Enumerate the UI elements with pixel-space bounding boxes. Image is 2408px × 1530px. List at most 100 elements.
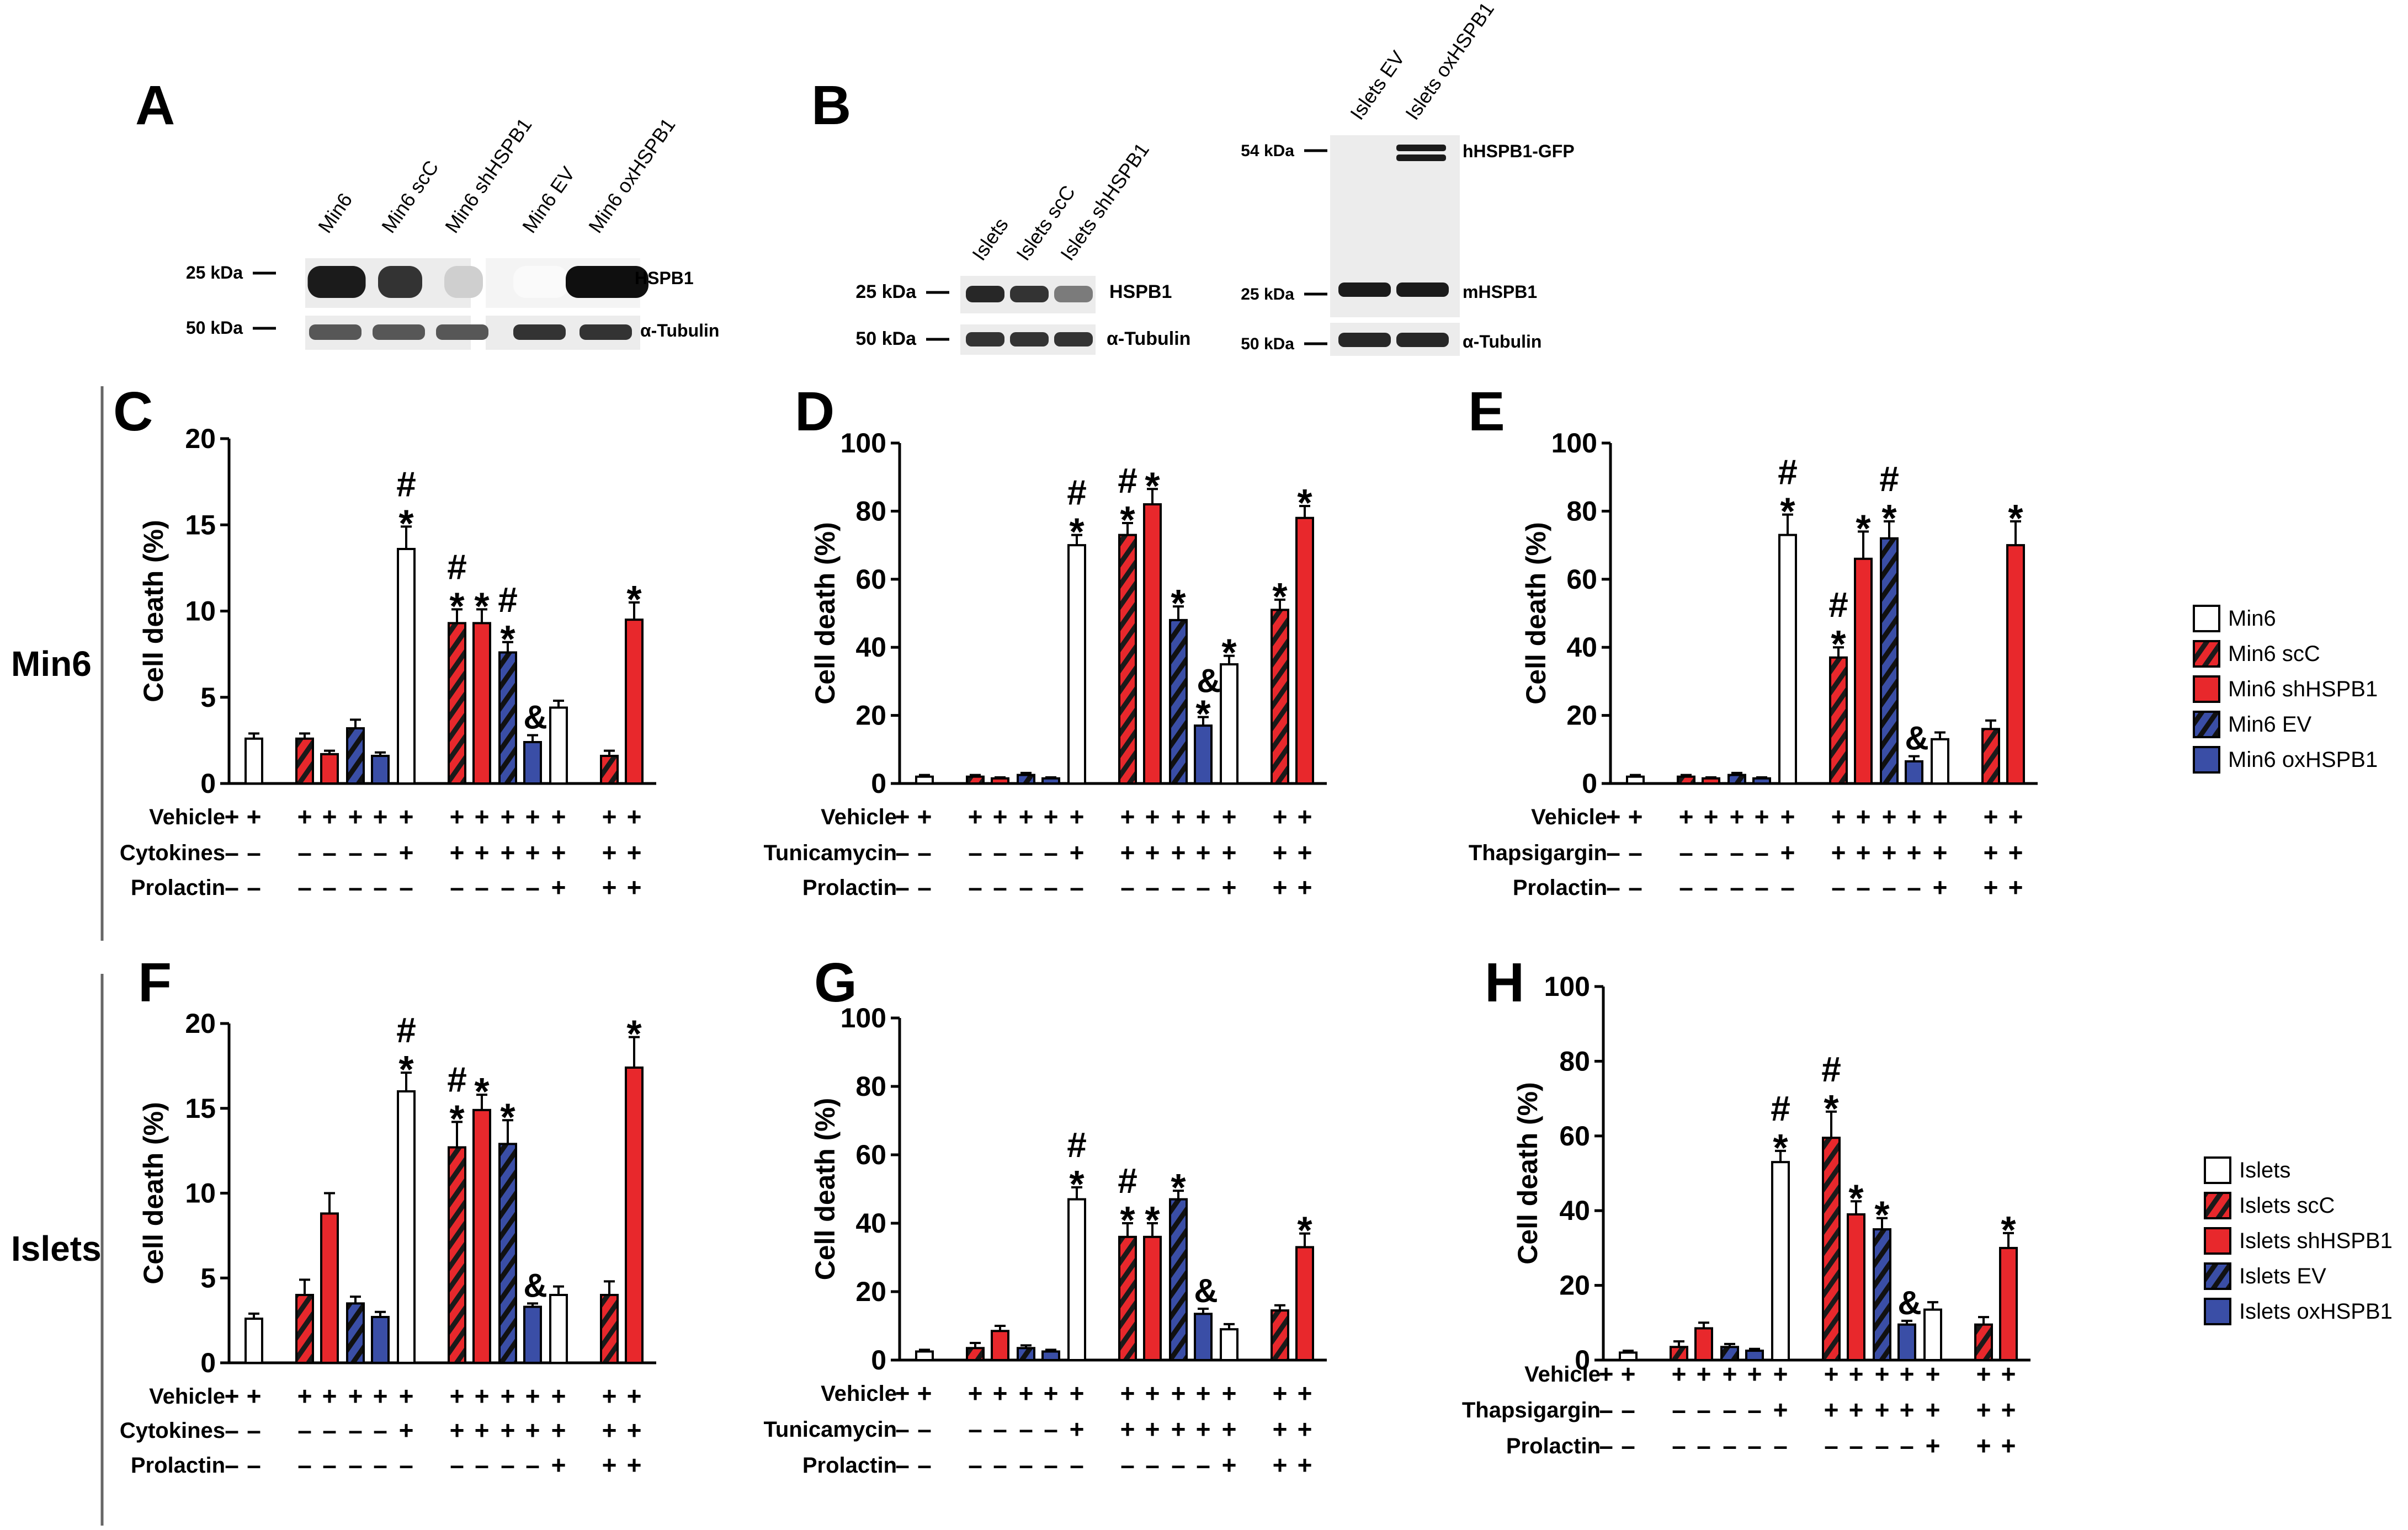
bar [244,737,263,785]
treatment-sign: – [348,1451,363,1479]
legend-swatch [2204,1156,2231,1184]
treatment-sign: + [2001,1431,2016,1460]
treatment-sign: – [1171,873,1186,902]
treatment-sign: – [348,873,363,902]
blot-a-marker-25: 25 kDa [186,263,243,282]
treatment-sign: – [1755,838,1769,867]
treatment-sign: + [1831,802,1846,831]
treatment-sign: + [1679,802,1694,831]
treatment-sign: + [602,802,617,831]
significance-star: * [1824,1087,1839,1130]
y-tick-label: 5 [200,682,216,713]
treatment-sign: + [1070,802,1085,831]
treatment-sign: – [1697,1395,1711,1424]
treatment-sign: + [1697,1360,1711,1388]
treatment-sign: + [602,1416,617,1444]
treatment-row-label: Cytokines [120,1419,225,1443]
blot-b1-hspb1-band [1054,286,1093,302]
treatment-sign-lead: – [225,1416,239,1444]
treatment-sign: + [1273,1379,1288,1408]
treatment-sign: + [1907,802,1922,831]
treatment-sign: – [1747,1395,1762,1424]
treatment-sign: – [1070,873,1084,902]
y-tick-label: 20 [185,423,216,454]
treatment-sign-lead: + [225,802,240,831]
treatment-sign: + [399,1416,414,1444]
treatment-sign-lead: + [225,1382,240,1410]
treatment-sign: + [1298,1415,1312,1443]
treatment-sign: + [1222,1451,1237,1479]
bar [991,777,1009,785]
bar [1905,760,1923,785]
treatment-sign: + [2008,873,2023,902]
treatment-sign: – [1171,1451,1186,1479]
y-tick-label: 60 [1566,564,1597,595]
treatment-sign: + [1196,1379,1211,1408]
treatment-sign: – [450,873,464,902]
panel-letter-d: D [795,381,834,443]
y-tick-label: 100 [1544,971,1590,1002]
treatment-sign: + [1882,802,1897,831]
treatment-sign: + [475,1382,490,1410]
treatment-sign: – [247,1416,261,1444]
y-tick-label: 0 [871,1345,886,1376]
treatment-row-label: Prolactin [1506,1434,1601,1458]
treatment-sign: + [1145,1379,1160,1408]
treatment-sign-lead: – [895,1451,910,1479]
treatment-sign: – [993,1451,1007,1479]
treatment-sign: – [399,1451,413,1479]
treatment-sign: + [627,1416,642,1444]
y-tick-label: 20 [855,1276,886,1307]
y-tick-label: 40 [1559,1195,1590,1226]
treatment-sign: – [917,1415,932,1443]
treatment-row-label: Vehicle [1531,805,1607,829]
y-tick-label: 0 [871,768,886,799]
y-tick-label: 10 [185,1178,216,1209]
treatment-sign: + [1070,1415,1085,1443]
bar [549,706,568,785]
y-tick-label: 100 [841,428,886,459]
panel-letter-a: A [135,74,175,136]
treatment-sign: + [1780,838,1795,867]
treatment-sign: + [1145,838,1160,867]
blot-b2-mhspb1-band [1396,282,1449,297]
treatment-sign: – [1704,838,1718,867]
treatment-sign: + [1672,1360,1687,1388]
treatment-sign: + [1831,838,1846,867]
bar [472,1108,491,1364]
y-tick-label: 60 [855,564,886,595]
treatment-sign: – [501,1451,515,1479]
treatment-sign-lead: + [895,802,910,831]
treatment-sign: + [2008,802,2023,831]
blot-b2-tubulin-band [1338,333,1391,347]
bar [320,753,339,785]
y-tick-label: 60 [855,1139,886,1170]
significance-hash: # [1067,473,1087,513]
treatment-row-label: Prolactin [1513,876,1607,900]
y-tick-label: 80 [1566,495,1597,526]
blot-b1-marker-50: 50 kDa [855,328,917,349]
significance-star: * [1120,498,1135,541]
blot-b2-tubulin-band [1396,333,1449,347]
treatment-sign: – [247,1451,261,1479]
legend-label: Min6 EV [2228,712,2311,737]
treatment-sign: + [551,802,566,831]
y-axis-label: Cell death (%) [138,1102,169,1284]
bar [1017,1347,1035,1362]
treatment-sign: – [917,1451,932,1479]
significance-star: * [449,1097,465,1140]
treatment-sign: + [1984,873,1998,902]
treatment-sign: – [1145,1451,1160,1479]
bar [448,622,466,785]
significance-star: * [449,584,465,627]
blot-a-hspb1-band [307,266,366,298]
treatment-sign: – [399,873,413,902]
bar [498,651,517,785]
treatment-sign: – [322,1416,337,1444]
bar [397,548,416,785]
bar [1220,1328,1238,1361]
treatment-sign: + [1926,1395,1941,1424]
treatment-sign: + [1755,802,1769,831]
